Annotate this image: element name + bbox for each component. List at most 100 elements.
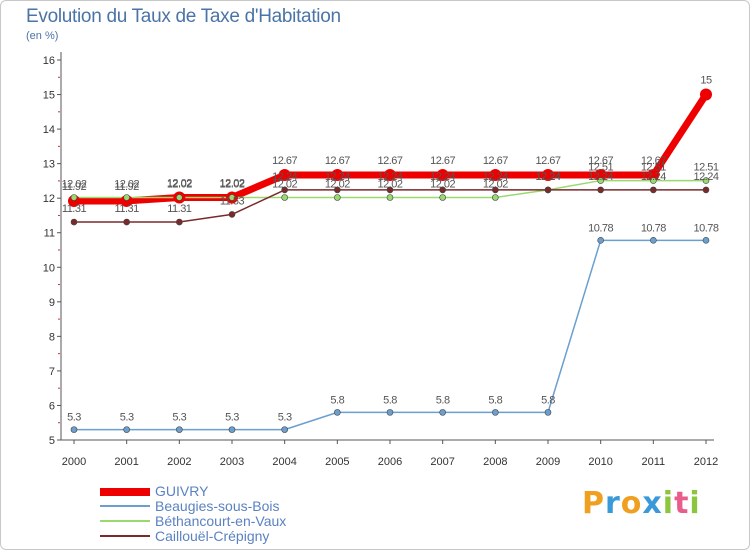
data-point (281, 194, 288, 201)
legend-swatch-beaugies (100, 505, 150, 507)
y-tick-label: 12 (43, 193, 55, 205)
data-point (492, 186, 499, 194)
data-label: 12.02 (219, 178, 244, 190)
data-point (597, 237, 604, 244)
data-point (702, 177, 710, 184)
proxiti-logo: Proxiti (582, 486, 701, 521)
data-label: 12.67 (430, 155, 455, 167)
data-point (597, 177, 604, 184)
y-tick-label: 16 (43, 55, 55, 67)
legend-swatch-guivry (100, 488, 150, 496)
data-point (176, 218, 183, 226)
data-point (334, 186, 341, 194)
data-point (228, 211, 236, 218)
logo-letter: o (620, 486, 643, 521)
data-label: 12.67 (588, 155, 613, 167)
data-label: 5.3 (67, 412, 81, 424)
data-label: 5.8 (436, 394, 450, 406)
x-tick-label: 2009 (536, 456, 560, 468)
data-point (489, 169, 502, 182)
data-point (386, 409, 394, 416)
logo-letter: x (642, 486, 663, 521)
data-label: 12.02 (219, 177, 244, 189)
data-label: 12.24 (483, 171, 508, 183)
data-label: 12.24 (430, 171, 455, 183)
y-tick-label: 15 (43, 90, 55, 102)
legend-label-bethancourt: Béthancourt-en-Vaux (155, 513, 287, 529)
data-label: 12.24 (535, 171, 560, 183)
data-point (228, 194, 236, 201)
data-point (650, 186, 657, 194)
data-label: 12.02 (167, 177, 192, 189)
data-point (650, 237, 657, 244)
y-tick-label: 14 (43, 124, 55, 136)
data-label: 12.24 (535, 171, 560, 183)
x-tick-label: 2006 (378, 456, 402, 468)
y-tick-label: 6 (49, 400, 55, 412)
data-label: 5.3 (120, 412, 134, 424)
x-tick-label: 2007 (430, 456, 454, 468)
data-label: 12.67 (272, 155, 297, 167)
data-label: 11.92 (62, 181, 87, 193)
chart-subtitle: (en %) (26, 30, 59, 42)
data-label: 12.02 (167, 178, 192, 190)
data-point (228, 426, 236, 433)
x-tick-label: 2005 (325, 456, 349, 468)
data-label: 12.24 (641, 171, 666, 183)
legend-label-beaugies: Beaugies-sous-Bois (155, 498, 280, 514)
legend-swatch-caillouel (100, 535, 150, 537)
data-point (492, 409, 499, 416)
data-label: 12.02 (483, 178, 508, 190)
legend-item-bethancourt: Béthancourt-en-Vaux (100, 514, 286, 529)
data-label: 12.02 (430, 178, 455, 190)
x-tick-label: 2003 (220, 456, 244, 468)
data-label: 15 (700, 75, 712, 87)
data-label: 10.78 (588, 222, 613, 234)
data-label: 12.02 (377, 178, 402, 190)
x-tick-label: 2010 (588, 456, 612, 468)
data-label: 5.8 (541, 394, 555, 406)
data-label: 11.92 (115, 181, 140, 193)
data-label: 12.02 (114, 178, 139, 190)
data-label: 12.51 (693, 162, 718, 174)
data-label: 5.3 (172, 412, 186, 424)
data-point (331, 169, 344, 182)
data-label: 12.67 (483, 155, 508, 167)
data-point (597, 186, 604, 194)
data-point (386, 186, 394, 194)
data-point (70, 426, 78, 433)
x-tick-label: 2000 (62, 456, 86, 468)
y-tick-label: 13 (43, 159, 55, 171)
x-tick-label: 2002 (167, 456, 191, 468)
y-tick-label: 11 (44, 228, 55, 240)
data-point (334, 409, 341, 416)
data-point (647, 169, 660, 182)
y-tick-label: 5 (49, 435, 55, 447)
data-point (123, 426, 130, 433)
data-label: 12.24 (272, 171, 297, 183)
data-point (281, 426, 288, 433)
data-label: 5.3 (278, 412, 292, 424)
data-point (702, 186, 710, 194)
data-point (123, 218, 130, 226)
logo-letter: i (662, 486, 675, 521)
data-point (386, 194, 394, 201)
y-tick-label: 9 (49, 297, 55, 309)
data-point (176, 194, 183, 201)
data-point (436, 169, 449, 182)
data-label: 11.31 (62, 203, 87, 215)
data-point (176, 426, 183, 433)
data-label: 12.67 (377, 155, 402, 167)
y-tick-label: 8 (49, 331, 55, 343)
data-point (700, 88, 712, 101)
data-label: 11.31 (167, 203, 192, 215)
chart-title: Evolution du Taux de Taxe d'Habitation (26, 6, 341, 27)
data-label: 10.78 (693, 222, 718, 234)
legend-item-guivry: GUIVRY (100, 484, 286, 499)
logo-letter: r (605, 486, 621, 521)
legend-item-caillouel: Caillouël-Crépigny (100, 529, 286, 544)
data-label: 12.24 (325, 171, 350, 183)
data-label: 12.67 (641, 155, 666, 167)
data-label: 10.78 (641, 222, 666, 234)
legend-label-guivry: GUIVRY (155, 483, 209, 499)
